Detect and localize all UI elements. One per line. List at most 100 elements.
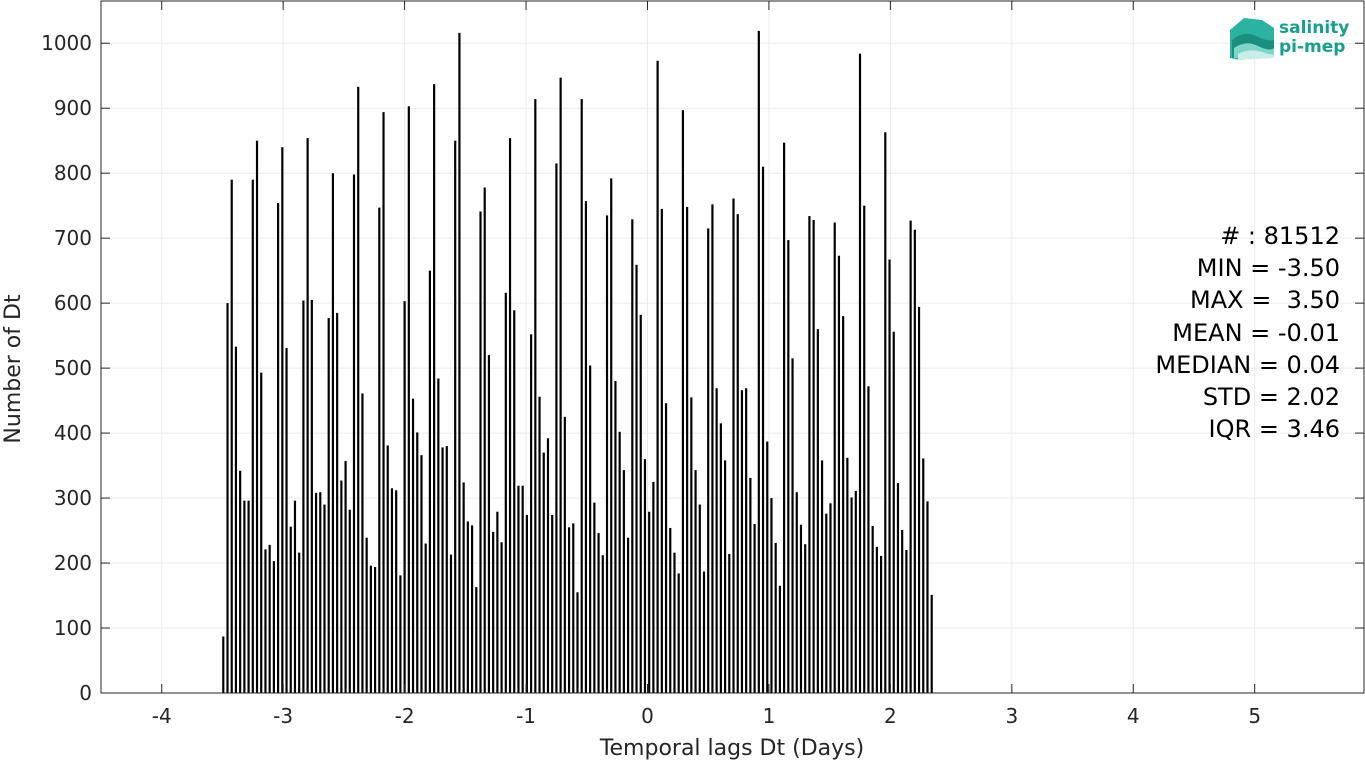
bar bbox=[285, 347, 288, 693]
bar bbox=[715, 388, 718, 693]
bar bbox=[390, 488, 394, 693]
bar bbox=[723, 460, 727, 693]
bar bbox=[888, 259, 891, 693]
bar bbox=[331, 173, 335, 693]
bar bbox=[732, 198, 735, 694]
bar bbox=[378, 207, 381, 693]
bar bbox=[690, 397, 693, 693]
y-tick-labels: 0 100 200 300 400 500 600 700 800 900 1000 bbox=[41, 31, 92, 705]
bar bbox=[424, 543, 427, 693]
stat-median: MEDIAN = 0.04 bbox=[1155, 351, 1340, 379]
bar bbox=[736, 214, 739, 694]
x-tick-label: -4 bbox=[152, 704, 172, 728]
bar bbox=[702, 571, 706, 693]
bar bbox=[842, 316, 845, 693]
bar bbox=[251, 179, 254, 694]
bar bbox=[829, 503, 832, 693]
bar bbox=[407, 106, 410, 694]
bar bbox=[837, 255, 841, 693]
bar bbox=[770, 498, 773, 693]
bar bbox=[812, 219, 815, 693]
bar bbox=[627, 537, 630, 693]
bar bbox=[854, 490, 857, 693]
bar bbox=[795, 492, 798, 693]
bar bbox=[247, 500, 250, 693]
bar bbox=[445, 446, 448, 693]
bar bbox=[357, 86, 360, 693]
x-tick-label: -3 bbox=[273, 704, 293, 728]
bar bbox=[745, 388, 748, 693]
bar bbox=[365, 537, 368, 693]
bar bbox=[513, 310, 516, 693]
bar bbox=[816, 329, 819, 693]
bar bbox=[631, 219, 634, 694]
bar bbox=[572, 523, 575, 693]
bar bbox=[530, 334, 533, 693]
bar bbox=[753, 524, 756, 693]
bar bbox=[344, 461, 347, 693]
bars bbox=[222, 30, 933, 694]
bar bbox=[416, 432, 419, 693]
bar bbox=[669, 527, 672, 693]
bar bbox=[749, 477, 752, 693]
bar bbox=[913, 229, 916, 693]
bar bbox=[584, 201, 588, 694]
bar bbox=[664, 403, 668, 693]
bar bbox=[677, 573, 680, 693]
bar bbox=[340, 480, 343, 693]
bar bbox=[635, 264, 638, 693]
bar bbox=[926, 501, 929, 693]
bar bbox=[901, 529, 904, 693]
bar bbox=[534, 99, 537, 693]
bar bbox=[551, 514, 554, 693]
bar bbox=[293, 500, 297, 693]
bar bbox=[825, 513, 828, 693]
bar bbox=[239, 470, 242, 693]
bar bbox=[783, 142, 786, 694]
salinity-waves-icon bbox=[1230, 18, 1274, 60]
bar bbox=[614, 381, 617, 693]
bar bbox=[399, 575, 402, 693]
bar bbox=[496, 511, 499, 693]
y-tick-label: 500 bbox=[54, 356, 92, 380]
bar bbox=[454, 140, 457, 693]
bar bbox=[673, 552, 676, 693]
x-tick-label: -2 bbox=[395, 704, 415, 728]
bar bbox=[656, 60, 659, 694]
bar bbox=[922, 458, 925, 693]
bar bbox=[863, 205, 866, 693]
bar bbox=[884, 132, 887, 694]
bar bbox=[892, 331, 895, 693]
bar bbox=[542, 452, 545, 693]
bar bbox=[808, 216, 811, 693]
bar bbox=[589, 365, 592, 693]
bar bbox=[420, 455, 423, 693]
logo-line2: pi-mep bbox=[1279, 37, 1345, 57]
bar bbox=[909, 220, 912, 693]
x-tick-label: 1 bbox=[763, 704, 776, 728]
bar bbox=[719, 423, 722, 693]
bar bbox=[361, 393, 364, 693]
bar bbox=[348, 509, 351, 693]
bar bbox=[867, 386, 870, 693]
bar bbox=[327, 318, 330, 693]
bar bbox=[272, 561, 275, 693]
bar bbox=[740, 390, 744, 693]
bar bbox=[428, 270, 431, 693]
bar bbox=[395, 490, 398, 693]
bar bbox=[643, 459, 647, 693]
bar bbox=[234, 346, 238, 693]
axes-box bbox=[100, 0, 1365, 694]
y-tick-label: 400 bbox=[54, 421, 92, 445]
bar bbox=[791, 358, 794, 693]
bar bbox=[711, 204, 714, 693]
y-tick-label: 700 bbox=[54, 226, 92, 250]
bar bbox=[243, 500, 246, 693]
bar bbox=[694, 470, 697, 693]
stat-iqr: IQR = 3.46 bbox=[1209, 415, 1340, 443]
x-tick-label: 5 bbox=[1248, 704, 1261, 728]
bar bbox=[310, 299, 313, 693]
bar bbox=[905, 550, 908, 693]
bar bbox=[492, 531, 495, 693]
